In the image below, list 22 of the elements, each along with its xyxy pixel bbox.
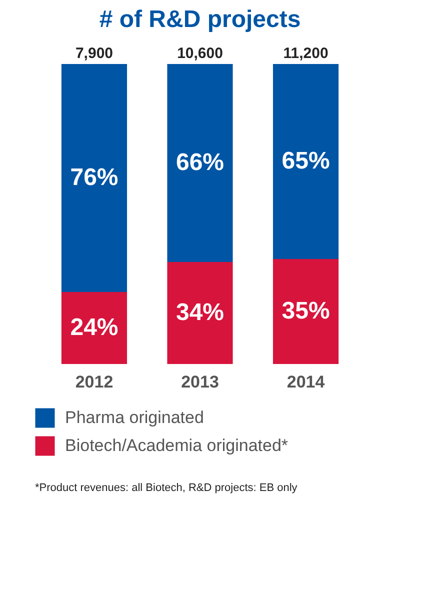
annotation: 10,600 [177, 45, 223, 62]
data-label: 65% [282, 148, 330, 174]
x-tick-label: 2014 [286, 372, 326, 392]
bar [167, 262, 233, 364]
data-label: 66% [176, 149, 224, 176]
data-label: 35% [282, 298, 330, 324]
bar [61, 64, 128, 292]
bar [61, 292, 128, 364]
bar [272, 64, 339, 259]
annotation: 11,200 [283, 45, 328, 62]
data-label: 76% [70, 164, 118, 191]
x-tick-label: 2012 [75, 372, 114, 392]
bar [272, 259, 339, 364]
x-tick-label: 2013 [181, 372, 219, 392]
bar [167, 64, 233, 262]
data-label: 24% [70, 314, 118, 341]
data-label: 34% [176, 299, 224, 326]
text: *Product revenues: all Biotech, R&D projects: EB only [35, 482, 298, 494]
annotation: 7,900 [75, 45, 114, 62]
legend-label: Biotech/Academia originated* [65, 436, 288, 455]
chart-title: # of R&D projects [99, 6, 301, 33]
legend-label: Pharma originated [65, 408, 204, 427]
